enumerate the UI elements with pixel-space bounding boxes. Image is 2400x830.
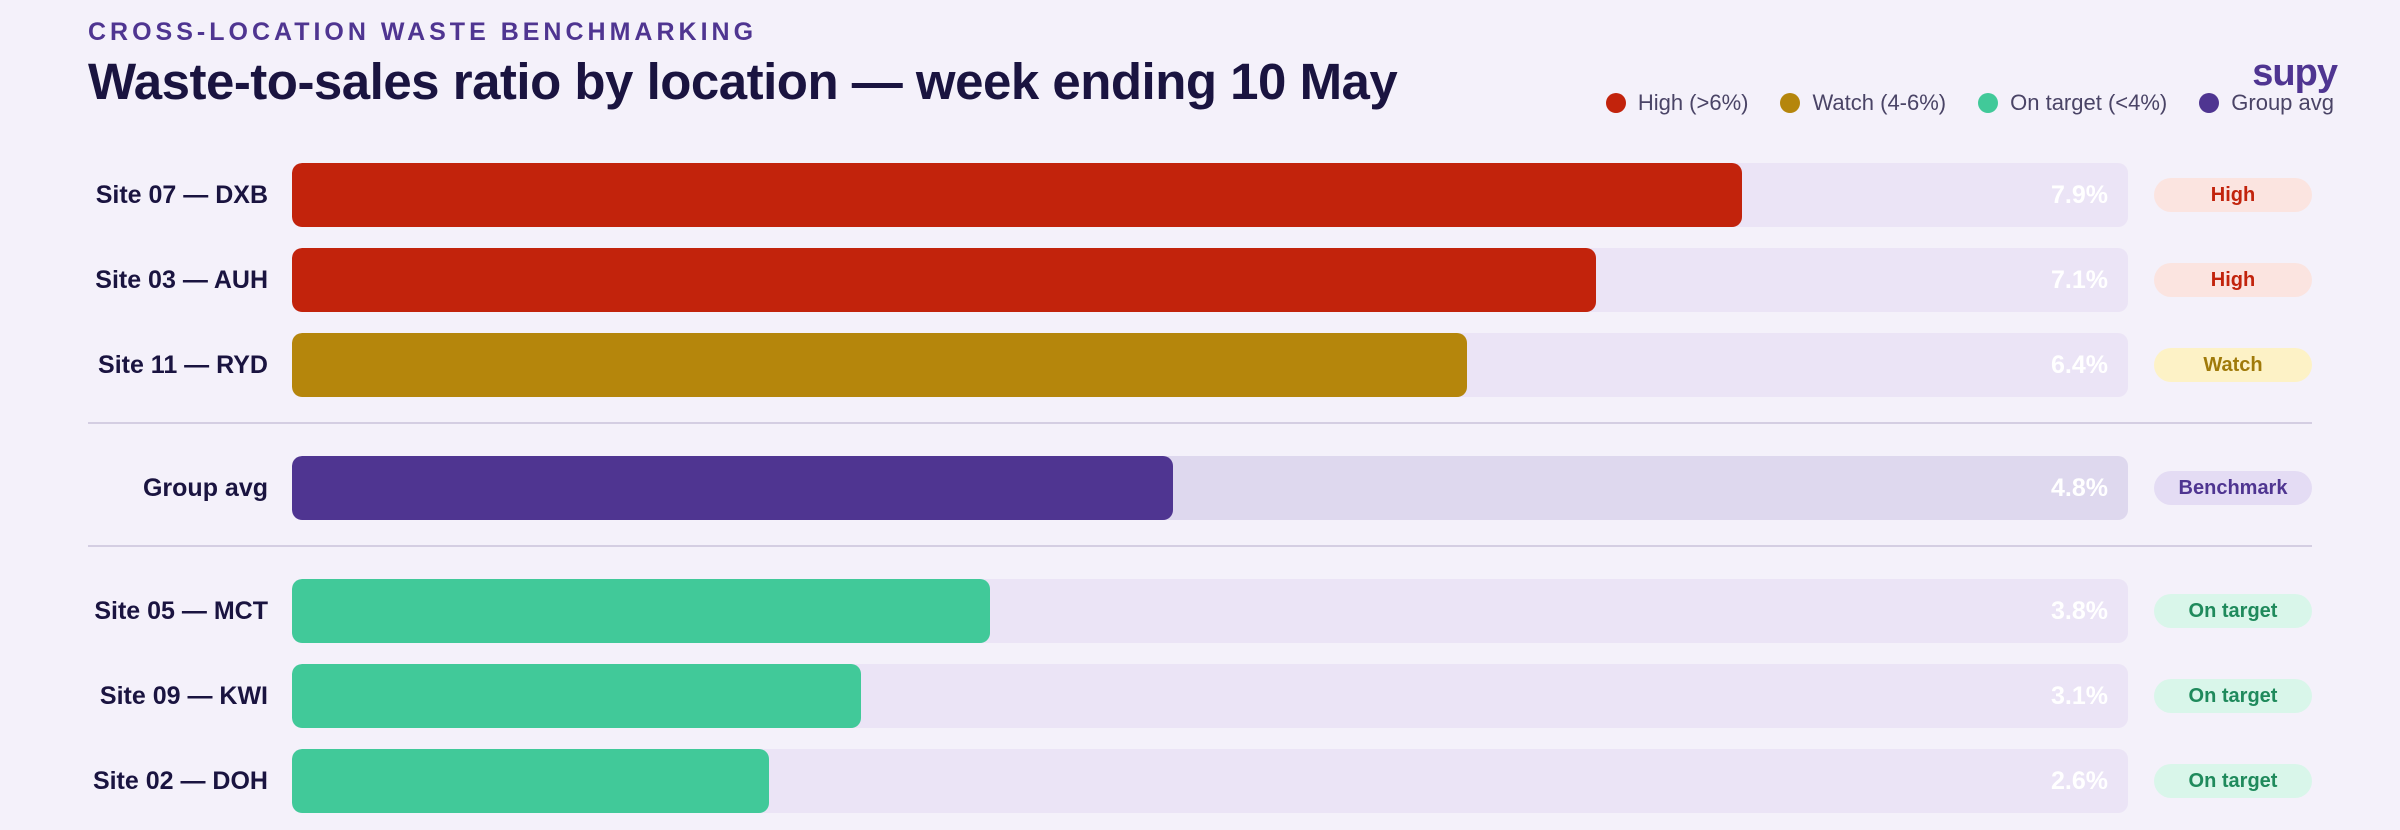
bar — [292, 456, 1174, 520]
category-label: Site 03 — AUH — [95, 266, 268, 294]
status-badge: Watch — [2154, 348, 2312, 382]
bar-row: Site 07 — DXB 7.9% High — [0, 163, 2400, 227]
value-label: 6.4% — [2051, 351, 2108, 379]
category-label: Site 02 — DOH — [92, 767, 268, 795]
bar — [292, 333, 1468, 397]
value-label: 2.6% — [2051, 767, 2108, 795]
value-label: 7.1% — [2051, 266, 2108, 294]
bar-row: Site 09 — KWI 3.1% On target — [0, 664, 2400, 728]
category-label: Site 09 — KWI — [99, 682, 268, 710]
bar-row: Site 03 — AUH 7.1% High — [0, 248, 2400, 312]
legend-dot-watch — [1780, 93, 1801, 113]
divider — [88, 422, 2312, 424]
bar-row: Site 11 — RYD 6.4% Watch — [0, 333, 2400, 397]
status-badge: High — [2154, 263, 2312, 297]
bar — [292, 664, 862, 728]
bar-row: Group avg 4.8% Benchmark — [0, 456, 2400, 520]
bar-row: Site 05 — MCT 3.8% On target — [0, 579, 2400, 643]
legend-label-group-avg: Group avg — [2231, 90, 2334, 115]
value-label: 3.8% — [2051, 597, 2108, 625]
legend-item-group-avg: Group avg — [2199, 90, 2334, 116]
value-label: 3.1% — [2051, 682, 2108, 710]
bar — [292, 248, 1596, 312]
category-label: Group avg — [142, 474, 268, 502]
value-label: 4.8% — [2051, 474, 2108, 502]
bar-track: 3.1% — [292, 664, 2128, 728]
legend-dot-high — [1605, 93, 1626, 113]
legend-dot-on-target — [1978, 93, 1999, 113]
legend-label-high: High (>6%) — [1637, 90, 1749, 115]
status-badge: On target — [2154, 679, 2312, 713]
legend-item-watch: Watch (4-6%) — [1780, 90, 1946, 116]
category-label: Site 07 — DXB — [95, 181, 268, 209]
category-label: Site 05 — MCT — [94, 597, 268, 625]
bar-track: 3.8% — [292, 579, 2128, 643]
legend-dot-group-avg — [2199, 93, 2220, 113]
bar-track: 6.4% — [292, 333, 2128, 397]
status-badge: On target — [2154, 764, 2312, 798]
eyebrow-heading: CROSS-LOCATION WASTE BENCHMARKING — [88, 18, 758, 46]
status-badge: On target — [2154, 594, 2312, 628]
legend-item-high: High (>6%) — [1605, 90, 1749, 116]
bar-track: 7.1% — [292, 248, 2128, 312]
bar-track: 4.8% — [292, 456, 2128, 520]
chart-title: Waste-to-sales ratio by location — week … — [88, 53, 1398, 110]
status-badge: High — [2154, 178, 2312, 212]
bar — [292, 163, 1743, 227]
legend: High (>6%) Watch (4-6%) On target (<4%) … — [1605, 90, 2334, 116]
legend-label-watch: Watch (4-6%) — [1812, 90, 1947, 115]
legend-item-on-target: On target (<4%) — [1978, 90, 2167, 116]
status-badge: Benchmark — [2154, 471, 2312, 505]
bar-track: 7.9% — [292, 163, 2128, 227]
bar — [292, 749, 770, 813]
value-label: 7.9% — [2051, 181, 2108, 209]
bar-track: 2.6% — [292, 749, 2128, 813]
category-label: Site 11 — RYD — [98, 351, 268, 379]
bar — [292, 579, 990, 643]
divider — [88, 545, 2312, 547]
legend-label-on-target: On target (<4%) — [2010, 90, 2168, 115]
supy-logo: supy — [2252, 52, 2338, 94]
bar-row: Site 02 — DOH 2.6% On target — [0, 749, 2400, 813]
